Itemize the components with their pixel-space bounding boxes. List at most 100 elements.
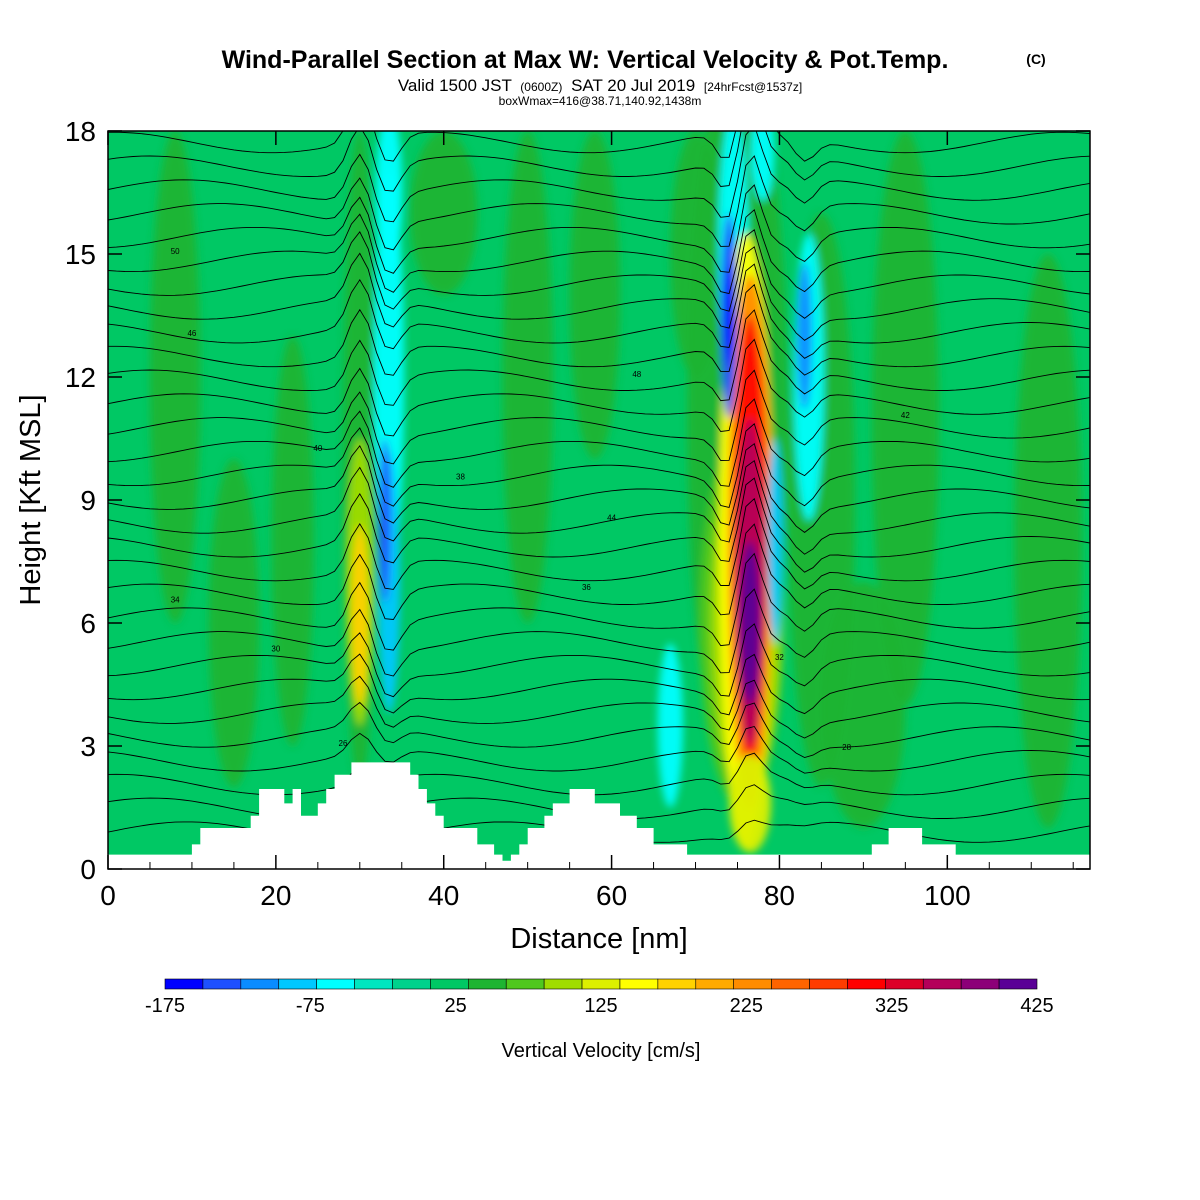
contour-label: 30	[271, 645, 280, 654]
colorbar-tick-label: 425	[1020, 995, 1053, 1017]
contour-label: 36	[582, 583, 591, 592]
contour-label: 44	[607, 514, 616, 523]
colorbar-segment	[505, 978, 545, 990]
colorbar-label: Vertical Velocity [cm/s]	[502, 1040, 701, 1062]
chart-subtitle: Valid 1500 JST (0600Z) SAT 20 Jul 2019 […	[398, 76, 802, 95]
x-axis-label: Distance [nm]	[510, 923, 687, 955]
pot-temp-contour	[108, 246, 1090, 341]
velocity-cell	[767, 438, 783, 644]
colorbar-segment	[278, 978, 317, 990]
colorbar-tick-label: 25	[445, 995, 467, 1017]
colorbar-tick-label: -75	[296, 995, 325, 1017]
plot-area: 26 28 30 32 34 36 38 40 42 44 46 48 50	[108, 131, 1090, 869]
valid-time: Valid 1500 JST	[398, 76, 512, 95]
pot-temp-contour	[108, 155, 1090, 251]
velocity-cell	[821, 582, 906, 828]
colorbar-tick-label: 225	[730, 995, 763, 1017]
contour-label: 34	[171, 596, 180, 605]
colorbar-segment	[809, 978, 848, 990]
colorbar-segment	[430, 978, 469, 990]
pot-temp-contour	[108, 459, 1090, 555]
pot-temp-contour	[108, 309, 1090, 406]
pot-temp-contour	[108, 442, 1090, 533]
pot-temp-contour	[108, 675, 1090, 739]
pot-temp-contour	[108, 208, 1090, 295]
colorbar-segment	[657, 978, 697, 990]
colorbar-segment	[240, 978, 280, 990]
colorbar-segment	[771, 978, 810, 990]
x-tick-label: 100	[924, 880, 971, 911]
pot-temp-contour	[108, 369, 1090, 465]
contour-label: 38	[456, 473, 465, 482]
colorbar-segment	[581, 978, 621, 990]
pot-temp-contour	[108, 588, 1090, 677]
y-tick-label: 3	[80, 731, 96, 762]
velocity-cell	[729, 754, 772, 853]
velocity-cell	[208, 459, 260, 787]
colorbar-tick-label: 125	[584, 995, 617, 1017]
x-tick-label: 40	[428, 880, 459, 911]
contour-label: 32	[775, 653, 784, 662]
velocity-cell	[750, 131, 775, 201]
pot-temp-contour	[108, 283, 1090, 376]
contour-label: 46	[187, 329, 196, 338]
velocity-cell	[569, 131, 620, 459]
velocity-cell	[375, 131, 403, 275]
colorbar-segment	[998, 978, 1038, 990]
contour-label: 40	[313, 444, 322, 453]
contour-label: 42	[901, 411, 910, 420]
pot-temp-contour	[108, 398, 1090, 488]
valid-date: SAT 20 Jul 2019	[571, 76, 695, 95]
velocity-cell	[670, 131, 721, 377]
contour-label: 28	[842, 743, 851, 752]
colorbar-segment	[354, 978, 393, 990]
velocity-cell	[740, 541, 761, 705]
contour-label: 26	[339, 739, 348, 748]
pot-temp-contour	[108, 477, 1090, 573]
terrain	[108, 762, 1090, 869]
box-info: boxWmax=416@38.71,140.92,1438m	[499, 94, 702, 108]
pot-temp-contour	[108, 725, 1090, 774]
y-axis-label: Height [Kft MSL]	[15, 394, 47, 605]
velocity-cell	[351, 524, 369, 705]
x-tick-label: 80	[764, 880, 795, 911]
colorbar-tick-label: 325	[875, 995, 908, 1017]
pot-temp-contour	[108, 184, 1090, 274]
colorbar-segment	[202, 978, 242, 990]
y-tick-label: 18	[65, 116, 96, 147]
y-tick-label: 12	[65, 362, 96, 393]
pot-temp-contour	[108, 423, 1090, 509]
chart-title: Wind-Parallel Section at Max W: Vertical…	[222, 46, 949, 74]
colorbar: -175 -75 25 125 225 325 425	[145, 978, 1054, 1017]
pot-temp-contour	[108, 523, 1090, 620]
pot-temp-contour	[108, 263, 1090, 359]
pot-temp-contour	[108, 338, 1090, 437]
colorbar-segment	[733, 978, 772, 990]
x-tick-label: 0	[100, 880, 116, 911]
colorbar-segment	[392, 978, 431, 990]
pot-temp-contour	[108, 552, 1090, 651]
forecast-info: [24hrFcst@1537z]	[704, 80, 802, 94]
colorbar-segment	[847, 978, 886, 990]
pot-temp-contour	[108, 623, 1090, 698]
valid-zulu: (0600Z)	[520, 80, 562, 94]
y-tick-label: 0	[80, 854, 96, 885]
pot-temp-contour	[108, 229, 1090, 319]
colorbar-tick-label: -175	[145, 995, 185, 1017]
colorbar-segment	[922, 978, 962, 990]
velocity-cell	[149, 131, 201, 623]
colorbar-segment	[885, 978, 924, 990]
x-tick-label: 20	[260, 880, 291, 911]
colorbar-segment	[543, 978, 583, 990]
pot-temp-contour	[108, 497, 1090, 590]
contour-label: 48	[632, 370, 641, 379]
pot-temp-contours: 26 28 30 32 34 36 38 40 42 44 46 48 50	[108, 131, 1090, 844]
x-axis: 0 20 40 60 80 100	[100, 131, 1074, 911]
y-tick-label: 9	[80, 485, 96, 516]
pot-temp-contour	[108, 131, 1090, 162]
pot-temp-contour	[108, 653, 1090, 716]
pot-temp-contour	[108, 701, 1090, 758]
colorbar-segment	[695, 978, 734, 990]
